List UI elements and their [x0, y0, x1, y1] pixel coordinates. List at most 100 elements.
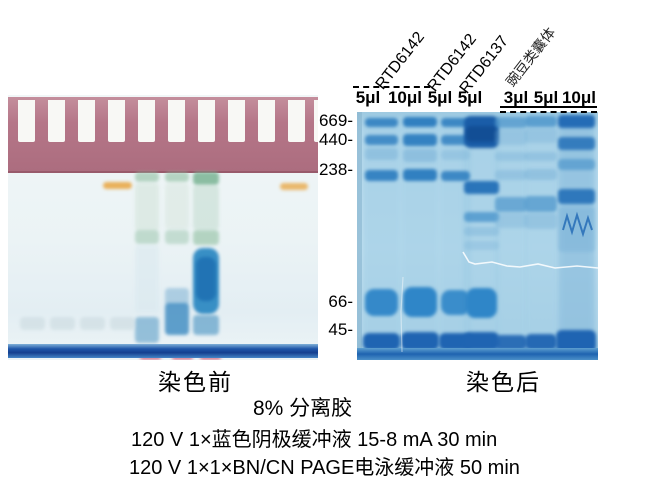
gel-band [135, 172, 159, 182]
gel-well [228, 100, 245, 142]
gel-well [138, 100, 155, 142]
gel-band [525, 128, 557, 143]
gel-band [50, 317, 75, 330]
gel-band [110, 317, 135, 330]
gel-band [464, 227, 499, 236]
gel-edge-shadow [357, 112, 362, 360]
gel-band [525, 116, 557, 127]
gel-band [558, 137, 595, 150]
gel-band [464, 181, 499, 194]
gel-well [314, 100, 318, 142]
dye-front-band [8, 344, 318, 358]
lane-volume-label: 5μl [533, 88, 559, 107]
gel-band [165, 183, 189, 229]
rtd6142-group-dashed-line [353, 86, 430, 88]
gel-well [198, 100, 215, 142]
gel-band [165, 230, 189, 244]
thylakoid-group-solid-line [500, 106, 597, 108]
gel-well [258, 100, 275, 142]
marker-label: 440- [318, 130, 353, 149]
marker-label: 669- [318, 111, 353, 130]
lane-volume-label: 10μl [387, 88, 423, 107]
gel-band [495, 197, 527, 212]
lane-volume-label: 5μl [427, 88, 453, 107]
gel-well [288, 100, 305, 142]
gel-band [193, 315, 219, 335]
gel-band [525, 334, 557, 350]
marker-label: 238- [318, 160, 353, 179]
dye-front-band [357, 348, 598, 360]
gel-band [495, 129, 527, 145]
gel-well [168, 100, 185, 142]
gel-well [18, 100, 35, 142]
thylakoid-group-dashed-line [500, 111, 597, 113]
gel-lane [525, 112, 557, 360]
caption-after-staining: 染色后 [466, 370, 541, 395]
caption-before-staining: 染色前 [158, 370, 233, 395]
lane-volume-label: 3μl [503, 88, 529, 107]
gel-band [525, 213, 557, 229]
gel-well [78, 100, 95, 142]
gel-band [365, 170, 398, 181]
gel-band [403, 117, 437, 127]
gel-band [439, 333, 472, 350]
gel-band [464, 332, 499, 350]
gel-lane [463, 112, 499, 360]
gel-band [193, 230, 219, 245]
gel-band [280, 183, 308, 190]
gel-band [495, 152, 527, 161]
gel-band [525, 152, 557, 161]
sample-label: RTD6142 [372, 28, 428, 94]
gel-band [495, 170, 527, 180]
gel-band [466, 126, 497, 142]
gel-band [135, 245, 159, 313]
gel-band [20, 317, 45, 330]
gel-band [441, 150, 470, 160]
gel-band [525, 196, 557, 212]
gel-band [193, 185, 219, 230]
gel-band [441, 135, 470, 145]
gel-band [558, 189, 595, 204]
lane-volume-label: 5μl [457, 88, 483, 107]
gel-band [525, 169, 557, 180]
gel-band [135, 230, 159, 244]
lane-volume-label: 5μl [355, 88, 381, 107]
gel-band [495, 335, 527, 350]
condition-run-2: 120 V 1×1×BN/CN PAGE电泳缓冲液 50 min [129, 457, 520, 479]
gel-band [165, 288, 189, 306]
gel-lane [363, 112, 401, 360]
unstained-gel-photo [8, 95, 318, 360]
condition-gel-percentage: 8% 分离胶 [253, 397, 353, 420]
gel-band [196, 257, 216, 301]
gel-band [103, 182, 132, 189]
gel-band [135, 317, 159, 343]
gel-band [556, 330, 596, 352]
gel-band [365, 135, 398, 145]
gel-band [495, 117, 527, 128]
gel-band [365, 148, 398, 160]
stained-gel-photo [357, 112, 598, 360]
sample-label: 豌豆类囊体 [504, 25, 560, 90]
marker-label: 66- [328, 292, 353, 311]
gel-well [48, 100, 65, 142]
gel-band [365, 289, 398, 316]
gel-band [495, 213, 527, 228]
gel-band [165, 172, 189, 182]
gel-band [135, 183, 159, 231]
gel-band [165, 303, 189, 335]
gel-band [441, 290, 470, 315]
marker-label: 45- [328, 320, 353, 339]
gel-band [193, 172, 219, 185]
gel-band [363, 333, 400, 350]
gel-band [403, 149, 437, 162]
gel-band [403, 134, 437, 146]
gel-band [401, 332, 439, 350]
gel-band [558, 159, 595, 170]
gel-band [365, 118, 398, 127]
condition-run-1: 120 V 1×蓝色阴极缓冲液 15-8 mA 30 min [131, 429, 498, 451]
gel-band [558, 207, 595, 252]
gel-band [441, 171, 470, 181]
lane-volume-label: 10μl [561, 88, 597, 107]
gel-band [403, 169, 437, 181]
